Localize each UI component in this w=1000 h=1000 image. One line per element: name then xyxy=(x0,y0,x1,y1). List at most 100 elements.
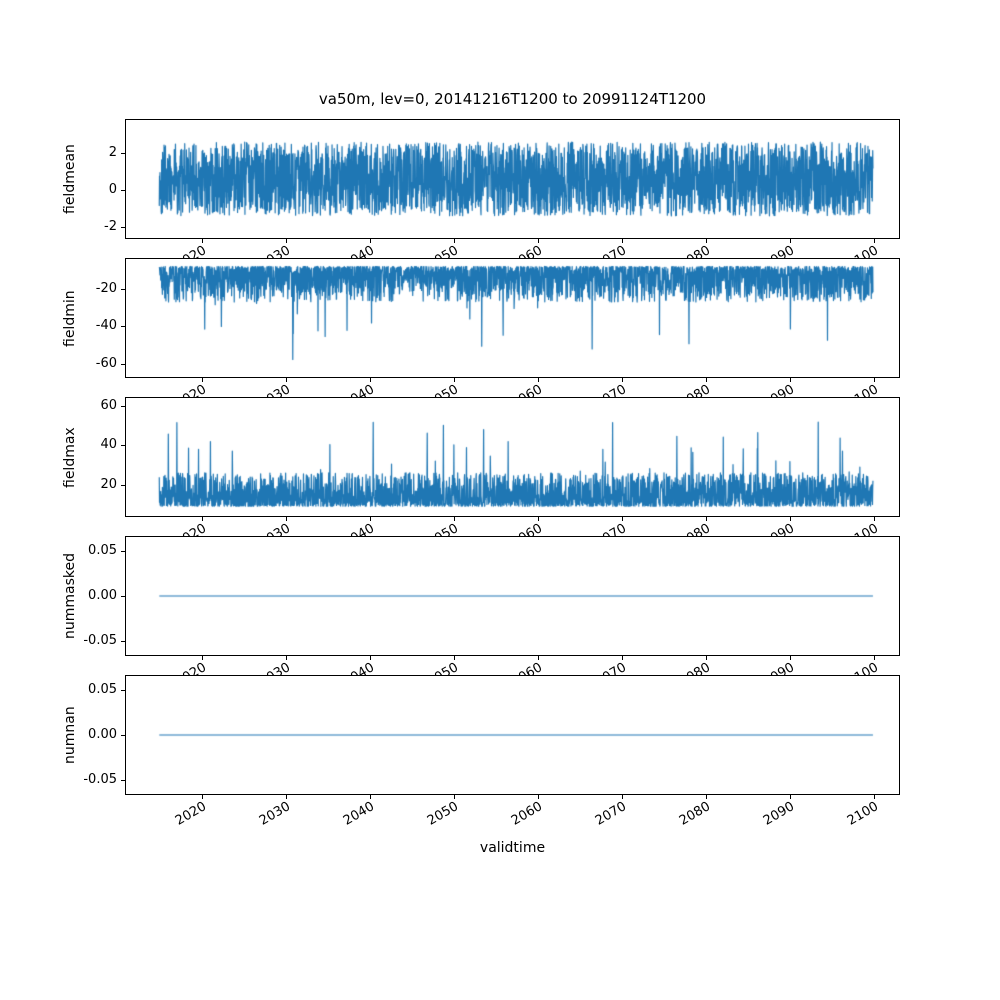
x-tick-mark xyxy=(201,656,203,660)
y-tick-mark xyxy=(121,226,125,228)
x-tick-mark xyxy=(789,517,791,521)
y-tick-mark xyxy=(121,641,125,643)
y-tick-label: -0.05 xyxy=(83,772,117,788)
x-tick-mark xyxy=(789,378,791,382)
y-tick-mark xyxy=(121,484,125,486)
plot-area-nummasked xyxy=(125,536,900,656)
y-tick-label: 60 xyxy=(100,397,117,413)
x-tick-mark xyxy=(705,795,707,799)
x-tick-mark xyxy=(453,239,455,243)
x-tick-mark xyxy=(369,239,371,243)
x-tick-mark xyxy=(453,378,455,382)
y-tick-label: 0.05 xyxy=(88,681,117,697)
plot-area-fieldmean xyxy=(125,119,900,239)
y-tick-mark xyxy=(121,153,125,155)
x-tick-mark xyxy=(453,656,455,660)
x-tick-mark xyxy=(285,239,287,243)
y-tick-label: 0.05 xyxy=(88,542,117,558)
x-tick-mark xyxy=(873,239,875,243)
x-tick-label: 2040 xyxy=(340,799,377,829)
y-tick-label: 0 xyxy=(108,182,117,198)
x-tick-mark xyxy=(705,517,707,521)
x-tick-label: 2080 xyxy=(676,799,713,829)
x-tick-mark xyxy=(537,795,539,799)
x-tick-mark xyxy=(537,517,539,521)
x-tick-mark xyxy=(285,656,287,660)
y-tick-mark xyxy=(121,780,125,782)
x-tick-mark xyxy=(789,239,791,243)
x-tick-mark xyxy=(453,795,455,799)
x-tick-mark xyxy=(285,517,287,521)
y-tick-mark xyxy=(121,363,125,365)
x-tick-mark xyxy=(621,378,623,382)
y-tick-label: -0.05 xyxy=(83,633,117,649)
x-tick-label: 2070 xyxy=(592,799,629,829)
y-tick-label: -60 xyxy=(95,355,117,371)
subplot-numnan: numnan -0.05 0.00 0.05 2020 2030 2040 2050 2060 2… xyxy=(62,675,900,829)
x-tick-mark xyxy=(621,795,623,799)
x-tick-label: 2020 xyxy=(172,799,209,829)
y-tick-mark xyxy=(121,596,125,597)
y-tick-mark xyxy=(121,445,125,447)
chart-title: va50m, lev=0, 20141216T1200 to 20991124T… xyxy=(318,90,707,108)
line-series-fieldmin xyxy=(126,259,899,377)
x-tick-mark xyxy=(621,239,623,243)
x-tick-mark xyxy=(873,656,875,660)
subplot-fieldmax: fieldmax20406020202030204020502060207020… xyxy=(62,397,900,551)
x-tick-mark xyxy=(873,517,875,521)
y-tick-label: -40 xyxy=(95,318,117,334)
plot-area-numnan xyxy=(125,675,900,795)
x-tick-mark xyxy=(621,517,623,521)
line-series-fieldmean xyxy=(126,120,899,238)
x-tick-mark xyxy=(873,378,875,382)
x-tick-label: 2090 xyxy=(760,799,797,829)
y-tick-label: -20 xyxy=(95,280,117,296)
x-tick-mark xyxy=(453,517,455,521)
x-axis-label: validtime xyxy=(479,840,546,856)
x-tick-mark xyxy=(285,378,287,382)
subplot-fieldmin: fieldmin-60-40-2020202030204020502060207… xyxy=(62,258,900,412)
x-tick-mark xyxy=(201,517,203,521)
line-series-numnan xyxy=(126,676,899,794)
line-series-fieldmax xyxy=(126,398,899,516)
plot-area-fieldmax xyxy=(125,397,900,517)
x-tick-label: 2050 xyxy=(424,799,461,829)
x-tick-label: 2060 xyxy=(508,799,545,829)
subplot-fieldmean: fieldmean-202202020302040205020602070208… xyxy=(62,119,900,273)
y-tick-mark xyxy=(121,288,125,290)
x-tick-mark xyxy=(201,378,203,382)
x-tick-mark xyxy=(705,239,707,243)
x-tick-mark xyxy=(537,656,539,660)
x-tick-mark xyxy=(705,378,707,382)
y-tick-label: 40 xyxy=(100,437,117,453)
x-tick-mark xyxy=(369,795,371,799)
subplot-nummasked: nummasked-0.050.000.05202020302040205020… xyxy=(62,536,900,690)
y-tick-mark xyxy=(121,405,125,407)
x-tick-mark xyxy=(705,656,707,660)
y-tick-label: 2 xyxy=(108,145,117,161)
y-tick-label: 0.00 xyxy=(88,727,117,742)
x-tick-mark xyxy=(201,795,203,799)
plot-area-fieldmin xyxy=(125,258,900,378)
y-tick-label: 20 xyxy=(100,476,117,492)
y-tick-mark xyxy=(121,190,125,192)
x-tick-mark xyxy=(621,656,623,660)
x-tick-mark xyxy=(285,795,287,799)
x-tick-mark xyxy=(873,795,875,799)
x-tick-label: 2100 xyxy=(844,799,881,829)
x-tick-label: 2030 xyxy=(256,799,293,829)
x-tick-mark xyxy=(537,378,539,382)
y-tick-label: -2 xyxy=(104,218,117,234)
x-tick-mark xyxy=(201,239,203,243)
x-tick-mark xyxy=(369,517,371,521)
x-tick-mark xyxy=(369,656,371,660)
x-tick-mark xyxy=(537,239,539,243)
y-tick-label: 0.00 xyxy=(88,588,117,603)
x-tick-mark xyxy=(789,656,791,660)
y-tick-mark xyxy=(121,689,125,691)
x-tick-mark xyxy=(789,795,791,799)
y-tick-mark xyxy=(121,550,125,552)
y-tick-mark xyxy=(121,326,125,328)
